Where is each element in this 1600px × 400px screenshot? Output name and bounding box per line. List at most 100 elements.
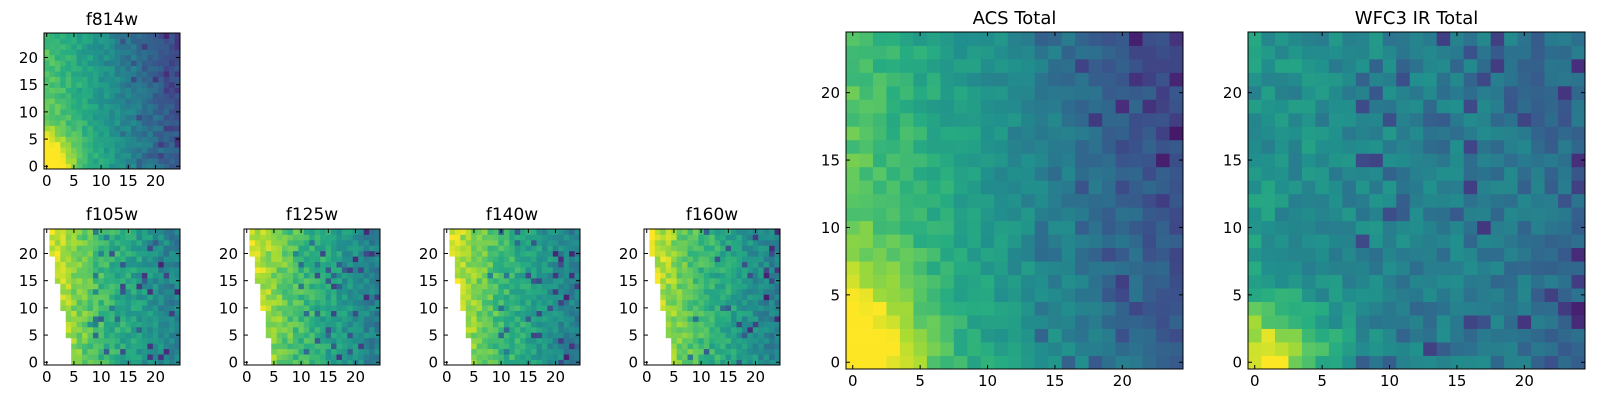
heatmap-cell — [82, 60, 88, 67]
heatmap-cell — [65, 103, 72, 110]
heatmap-cell — [347, 354, 354, 360]
heatmap-cell — [1396, 247, 1411, 262]
heatmap-cell — [1021, 32, 1036, 46]
heatmap-cell — [341, 299, 348, 306]
heatmap-cell — [953, 355, 968, 370]
heatmap-cell — [514, 250, 521, 257]
heatmap-cell — [769, 288, 775, 295]
heatmap-cell — [1088, 261, 1103, 276]
heatmap-cell — [687, 326, 694, 333]
heatmap-cell — [158, 125, 165, 132]
heatmap-cell — [498, 316, 505, 322]
heatmap-cell — [1169, 112, 1184, 127]
heatmap-cell — [136, 229, 143, 235]
heatmap-cell — [298, 245, 305, 252]
panel-title: f105w — [86, 205, 138, 225]
heatmap-cell — [569, 288, 575, 295]
heatmap-cell — [82, 354, 88, 360]
heatmap-cell — [158, 81, 165, 88]
heatmap-cell — [698, 343, 705, 350]
heatmap-cell — [465, 261, 472, 268]
heatmap-cell — [736, 332, 743, 339]
heatmap-cell — [265, 299, 272, 306]
heatmap-cell — [525, 310, 532, 317]
heatmap-cell — [87, 163, 94, 170]
heatmap-cell — [120, 283, 126, 290]
heatmap-cell — [71, 81, 78, 88]
heatmap-cell — [82, 234, 88, 241]
heatmap-cell — [65, 33, 72, 39]
heatmap-cell — [926, 193, 941, 208]
heatmap-cell — [1142, 315, 1157, 329]
heatmap-cell — [872, 193, 887, 208]
heatmap-cell — [152, 114, 159, 121]
heatmap-cell — [49, 87, 56, 94]
heatmap-cell — [731, 261, 737, 268]
heatmap-cell — [541, 354, 548, 360]
heatmap-cell — [926, 139, 941, 154]
heatmap-cell — [131, 359, 137, 366]
heatmap-cell — [76, 49, 83, 56]
heatmap-cell — [109, 267, 116, 273]
heatmap-cell — [292, 239, 299, 246]
heatmap-cell — [87, 81, 94, 88]
heatmap-cell — [65, 38, 72, 45]
heatmap-cell — [147, 76, 154, 83]
heatmap-cell — [276, 354, 283, 360]
heatmap-cell — [569, 229, 575, 235]
heatmap-cell — [358, 272, 365, 279]
heatmap-cell — [886, 58, 901, 73]
heatmap-cell — [141, 272, 148, 279]
heatmap-cell — [325, 326, 332, 333]
heatmap-cell — [1558, 207, 1572, 222]
heatmap-cell — [92, 81, 99, 88]
heatmap-cell — [125, 288, 132, 295]
heatmap-cells — [49, 229, 181, 366]
heatmap-cell — [60, 277, 67, 284]
heatmap-cell — [1274, 301, 1289, 316]
heatmap-cell — [249, 250, 256, 257]
heatmap-cell — [1328, 72, 1343, 87]
heatmap-cell — [547, 310, 554, 317]
heatmap-cell — [940, 207, 955, 222]
heatmap-cell — [940, 342, 955, 356]
heatmap-cell — [714, 245, 721, 252]
heatmap-cell — [703, 305, 710, 311]
heatmap-cell — [358, 245, 365, 252]
heatmap-cell — [147, 109, 154, 115]
heatmap-cell — [703, 326, 710, 333]
heatmap-cell — [147, 337, 154, 344]
heatmap-cell — [320, 261, 326, 268]
heatmap-cell — [725, 277, 732, 284]
heatmap-cell — [1288, 166, 1303, 181]
heatmap-cell — [558, 354, 565, 360]
heatmap-cell — [169, 283, 175, 290]
heatmap-cell — [1382, 315, 1397, 329]
heatmap-cell — [720, 343, 726, 350]
heatmap-cell — [1129, 153, 1143, 168]
x-tick-label: 15 — [519, 368, 538, 386]
heatmap-cell — [271, 294, 278, 301]
heatmap-cell — [103, 294, 110, 301]
heatmap-cell — [692, 310, 699, 317]
heatmap-cell — [60, 125, 67, 132]
x-tick-label: 10 — [92, 172, 111, 190]
heatmap-cell — [352, 245, 359, 252]
heatmap-cell — [44, 92, 50, 99]
heatmap-cell — [1288, 288, 1303, 302]
heatmap-cell — [736, 229, 743, 235]
heatmap-cell — [1115, 58, 1130, 73]
heatmap-cell — [514, 261, 521, 268]
heatmap-cell — [54, 163, 61, 170]
heatmap-cell — [131, 60, 137, 67]
heatmap-cell — [509, 239, 516, 246]
x-tick-label: 10 — [292, 368, 311, 386]
heatmap-cell — [1517, 220, 1532, 235]
heatmap-cell — [541, 316, 548, 322]
heatmap-cell — [92, 299, 99, 306]
heatmap-cell — [147, 136, 154, 143]
heatmap-cell — [352, 239, 359, 246]
heatmap-cell — [492, 229, 499, 235]
heatmap-cell — [471, 348, 478, 355]
heatmap-cell — [65, 326, 72, 333]
